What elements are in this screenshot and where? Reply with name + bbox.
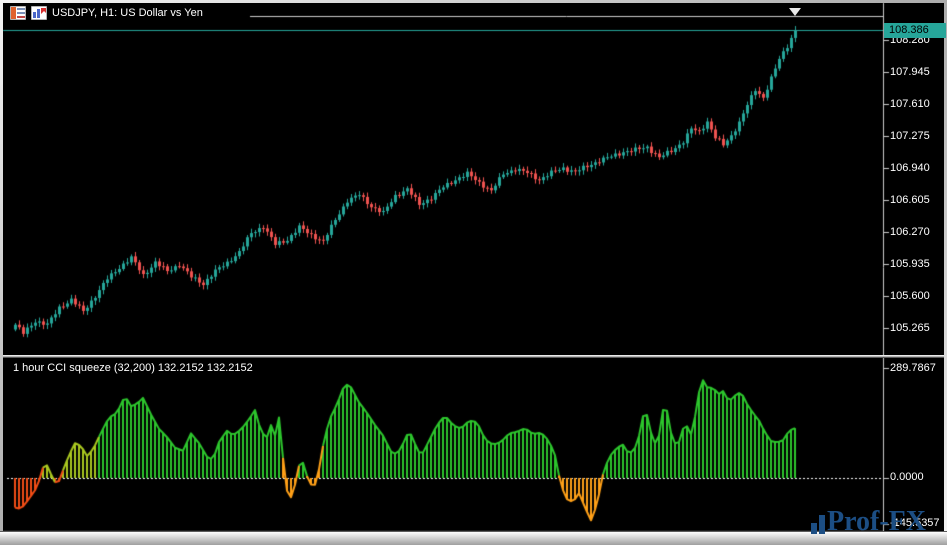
chart-title: USDJPY, H1: US Dollar vs Yen xyxy=(52,7,203,19)
chart-title-bar: USDJPY, H1: US Dollar vs Yen xyxy=(10,6,211,20)
quotes-table-icon xyxy=(10,6,26,20)
indicator-axis-min: -145.5357 xyxy=(890,517,940,529)
chart-shift-marker-icon[interactable] xyxy=(789,8,801,16)
watermark-bar-icon xyxy=(819,515,825,534)
window-frame xyxy=(944,0,947,545)
price-tick-label: 106.605 xyxy=(890,194,930,207)
price-tick-label: 108.280 xyxy=(890,34,930,47)
price-scale[interactable]: 108.280 107.945 107.610 107.275 106.940 106.6… xyxy=(884,3,944,532)
price-tick-label: 106.270 xyxy=(890,226,930,239)
watermark-text: Prof-FX xyxy=(827,506,926,537)
indicator-axis-max: 289.7867 xyxy=(890,362,936,374)
window-bottom-frame xyxy=(0,531,947,545)
price-tick-label: 107.945 xyxy=(890,66,930,79)
watermark-logo: Prof-FX xyxy=(811,506,926,537)
chart-icon xyxy=(31,6,47,20)
window-frame xyxy=(0,0,947,3)
price-tick-label: 107.275 xyxy=(890,130,930,143)
indicator-label: 1 hour CCI squeeze (32,200) 132.2152 132… xyxy=(13,362,253,374)
price-tick-label: 105.935 xyxy=(890,258,930,271)
watermark-bar-icon xyxy=(811,523,817,534)
subwindow-divider[interactable] xyxy=(3,355,944,358)
indicator-axis-zero: 0.0000 xyxy=(890,471,924,483)
price-tick-label: 105.600 xyxy=(890,290,930,303)
price-tick-label: 106.940 xyxy=(890,162,930,175)
window-frame xyxy=(0,0,3,545)
current-price-badge: 108.386 xyxy=(884,23,946,38)
price-tick-label: 105.265 xyxy=(890,322,930,335)
price-tick-label: 107.610 xyxy=(890,98,930,111)
